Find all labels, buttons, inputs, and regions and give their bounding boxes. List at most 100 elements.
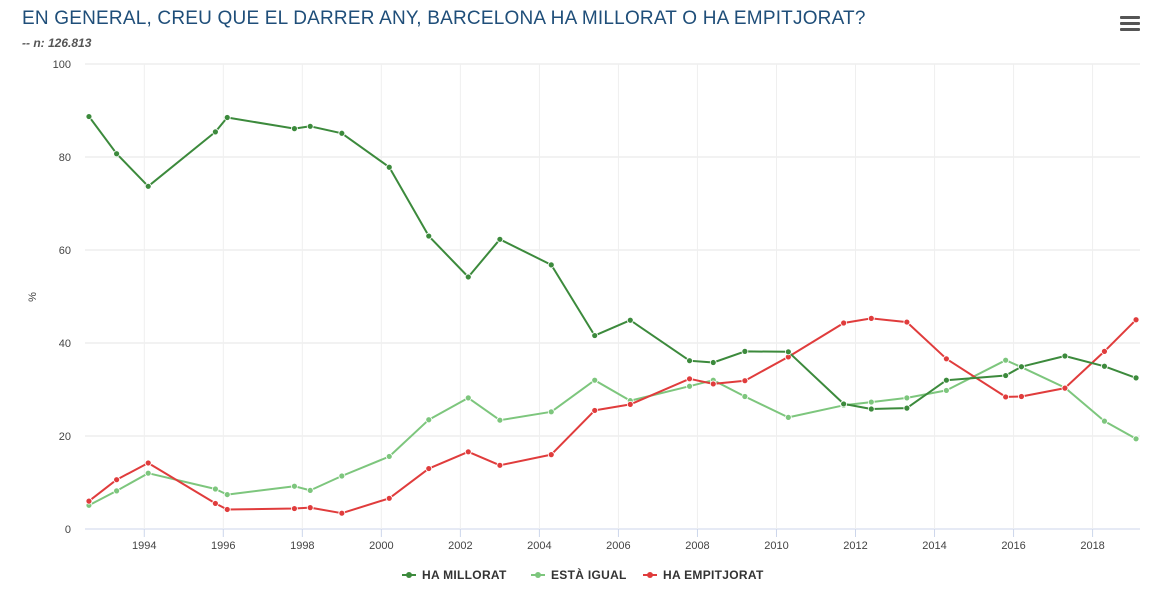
data-point[interactable] [426, 417, 432, 423]
data-point[interactable] [224, 492, 230, 498]
data-point[interactable] [943, 377, 949, 383]
data-point[interactable] [86, 498, 92, 504]
data-point[interactable] [386, 495, 392, 501]
x-tick-label: 1996 [211, 540, 235, 552]
data-point[interactable] [943, 356, 949, 362]
y-axis-ticks: 020406080100 [53, 59, 71, 536]
x-tick-label: 2010 [764, 540, 788, 552]
data-point[interactable] [339, 473, 345, 479]
x-axis-ticks: 1994 1996 1998 2000 2002 2004 2006 2008 2010 2012… [132, 540, 1105, 552]
data-point[interactable] [841, 320, 847, 326]
data-point[interactable] [86, 114, 92, 120]
data-point[interactable] [497, 417, 503, 423]
data-point[interactable] [307, 505, 313, 511]
data-point[interactable] [592, 407, 598, 413]
data-point[interactable] [868, 399, 874, 405]
data-point[interactable] [114, 488, 120, 494]
data-point[interactable] [1018, 364, 1024, 370]
legend-label: ESTÀ IGUAL [551, 567, 627, 582]
legend-label: HA EMPITJORAT [663, 568, 764, 582]
data-point[interactable] [497, 462, 503, 468]
data-point[interactable] [145, 470, 151, 476]
data-point[interactable] [1003, 373, 1009, 379]
data-point[interactable] [904, 405, 910, 411]
data-point[interactable] [548, 452, 554, 458]
data-point[interactable] [212, 500, 218, 506]
data-point[interactable] [465, 395, 471, 401]
data-point[interactable] [627, 317, 633, 323]
data-point[interactable] [224, 506, 230, 512]
data-point[interactable] [785, 349, 791, 355]
legend-marker [647, 572, 653, 578]
data-point[interactable] [548, 409, 554, 415]
y-axis-label: % [27, 292, 39, 302]
data-point[interactable] [1101, 348, 1107, 354]
y-tick-label: 60 [59, 245, 71, 257]
data-point[interactable] [687, 383, 693, 389]
data-point[interactable] [224, 114, 230, 120]
legend-item[interactable]: ESTÀ IGUAL [531, 567, 627, 582]
x-tick-label: 2012 [843, 540, 867, 552]
data-point[interactable] [212, 129, 218, 135]
legend-item[interactable]: HA EMPITJORAT [643, 568, 764, 582]
legend-marker [535, 572, 541, 578]
data-point[interactable] [943, 387, 949, 393]
data-point[interactable] [339, 130, 345, 136]
data-point[interactable] [868, 406, 874, 412]
data-point[interactable] [291, 506, 297, 512]
legend-item[interactable]: HA MILLORAT [402, 568, 507, 582]
data-point[interactable] [1101, 363, 1107, 369]
data-point[interactable] [592, 333, 598, 339]
data-point[interactable] [1018, 393, 1024, 399]
data-point[interactable] [627, 401, 633, 407]
data-point[interactable] [548, 262, 554, 268]
data-point[interactable] [114, 151, 120, 157]
series-line [89, 318, 1136, 513]
data-point[interactable] [904, 319, 910, 325]
data-point[interactable] [426, 233, 432, 239]
data-point[interactable] [742, 378, 748, 384]
data-point[interactable] [868, 315, 874, 321]
data-point[interactable] [1133, 317, 1139, 323]
data-point[interactable] [386, 453, 392, 459]
data-point[interactable] [742, 393, 748, 399]
data-point[interactable] [742, 348, 748, 354]
data-point[interactable] [307, 123, 313, 129]
data-point[interactable] [291, 126, 297, 132]
y-tick-label: 20 [59, 431, 71, 443]
data-point[interactable] [386, 164, 392, 170]
series-line [89, 360, 1136, 505]
data-point[interactable] [497, 236, 503, 242]
data-point[interactable] [307, 487, 313, 493]
data-point[interactable] [291, 483, 297, 489]
series-line [89, 117, 1136, 410]
data-point[interactable] [145, 183, 151, 189]
data-point[interactable] [710, 381, 716, 387]
data-point[interactable] [1003, 394, 1009, 400]
data-point[interactable] [465, 449, 471, 455]
data-point[interactable] [841, 401, 847, 407]
data-point[interactable] [1133, 375, 1139, 381]
data-point[interactable] [687, 358, 693, 364]
data-point[interactable] [1101, 418, 1107, 424]
data-point[interactable] [114, 477, 120, 483]
data-point[interactable] [710, 360, 716, 366]
x-tick-label: 2008 [685, 540, 709, 552]
data-point[interactable] [145, 460, 151, 466]
data-point[interactable] [1062, 385, 1068, 391]
x-tick-label: 2002 [448, 540, 472, 552]
y-tick-label: 40 [59, 338, 71, 350]
data-point[interactable] [465, 274, 471, 280]
legend: HA MILLORAT ESTÀ IGUAL HA EMPITJORAT [402, 567, 764, 582]
data-point[interactable] [1062, 353, 1068, 359]
data-point[interactable] [592, 377, 598, 383]
data-point[interactable] [687, 376, 693, 382]
data-point[interactable] [904, 395, 910, 401]
data-point[interactable] [1003, 357, 1009, 363]
data-point[interactable] [212, 486, 218, 492]
data-point[interactable] [785, 414, 791, 420]
data-point[interactable] [1133, 436, 1139, 442]
legend-label: HA MILLORAT [422, 568, 507, 582]
data-point[interactable] [339, 510, 345, 516]
data-point[interactable] [426, 466, 432, 472]
